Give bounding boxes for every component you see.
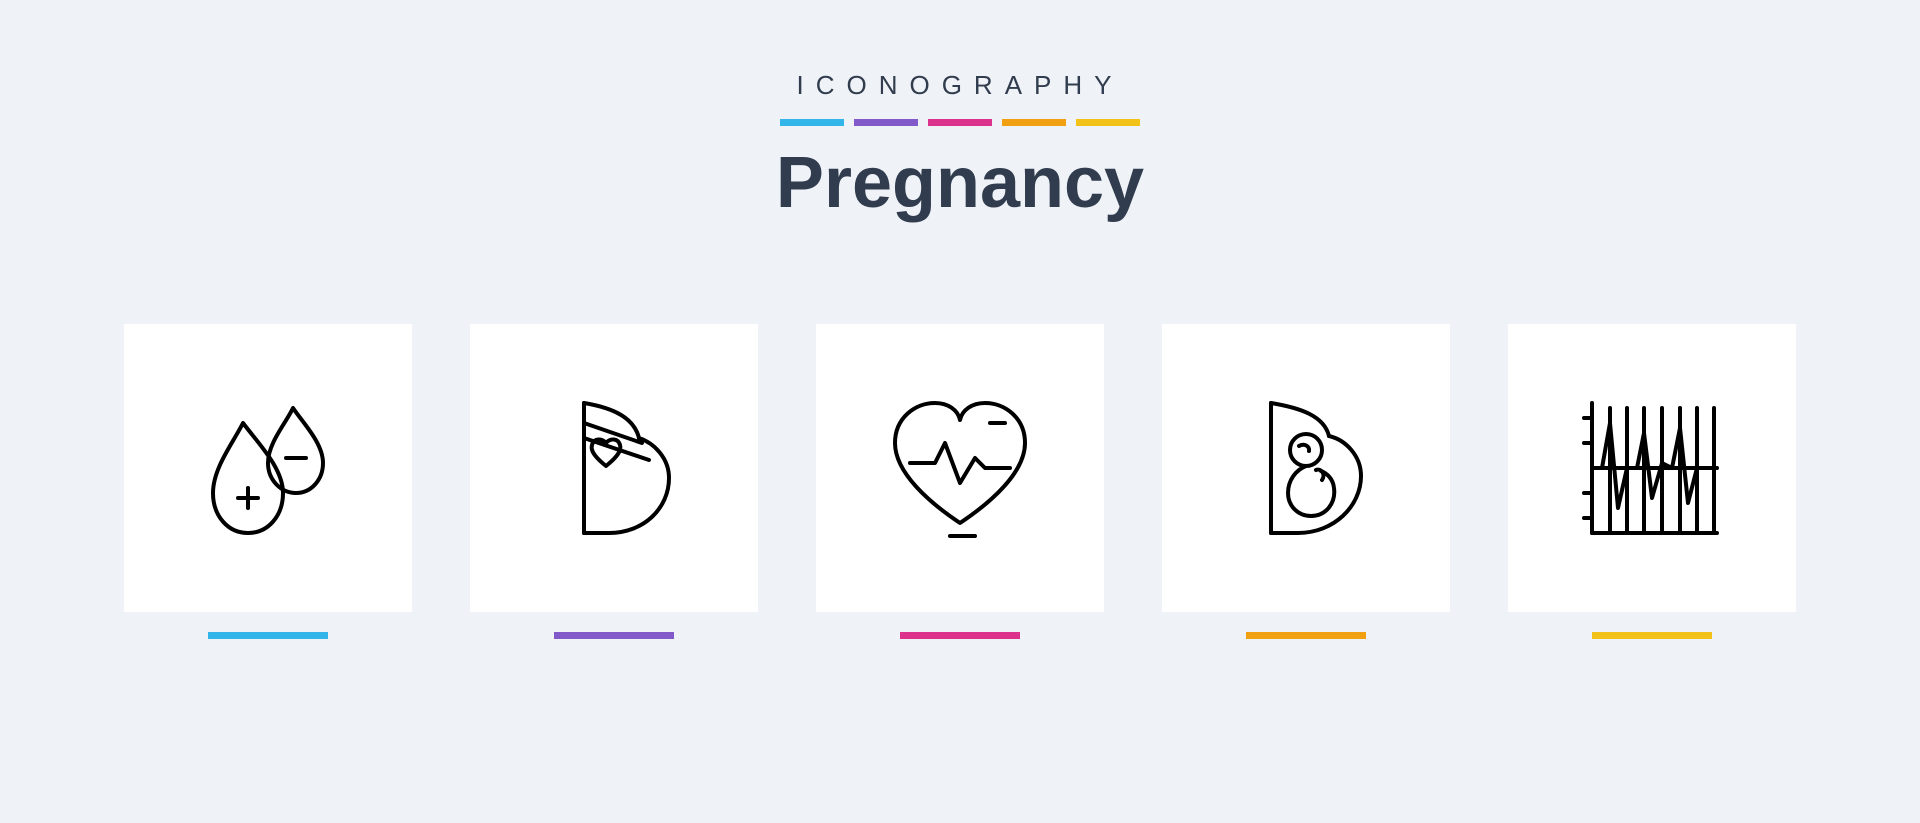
card-underline [1592, 632, 1712, 639]
blood-drops-icon [188, 388, 348, 548]
brand-stripe [854, 119, 918, 126]
icon-card [1162, 324, 1450, 612]
heartbeat-icon [880, 388, 1040, 548]
icon-card-wrap [124, 324, 412, 639]
card-underline [554, 632, 674, 639]
card-underline [1246, 632, 1366, 639]
fetus-belly-icon [1226, 388, 1386, 548]
brand-stripes [0, 119, 1920, 126]
icon-card-wrap [1162, 324, 1450, 639]
brand-stripe [1002, 119, 1066, 126]
header: ICONOGRAPHY Pregnancy [0, 0, 1920, 224]
brand-label: ICONOGRAPHY [0, 70, 1920, 101]
icon-card-wrap [1508, 324, 1796, 639]
card-underline [208, 632, 328, 639]
monitor-chart-icon [1572, 388, 1732, 548]
belly-heart-icon [534, 388, 694, 548]
page-title: Pregnancy [0, 142, 1920, 224]
brand-stripe [928, 119, 992, 126]
brand-stripe [780, 119, 844, 126]
card-underline [900, 632, 1020, 639]
icon-card [124, 324, 412, 612]
icon-card [470, 324, 758, 612]
icon-card [816, 324, 1104, 612]
icon-card [1508, 324, 1796, 612]
icon-row [0, 324, 1920, 639]
icon-card-wrap [470, 324, 758, 639]
brand-stripe [1076, 119, 1140, 126]
icon-card-wrap [816, 324, 1104, 639]
